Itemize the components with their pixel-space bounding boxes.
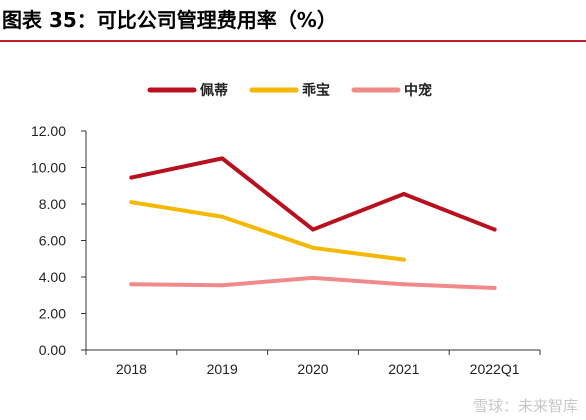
series-1-point-3 [401,257,406,262]
series-line-1 [129,200,406,262]
series-2-point-3 [401,282,406,287]
series-1-point-1 [220,214,225,219]
y-axis: 0.00 2.00 4.00 6.00 8.00 10.00 12.00 [31,123,87,358]
legend-item-1: 乖宝 [249,82,330,99]
series-0-point-2 [311,227,315,232]
x-tick-label-4: 2022Q1 [470,361,520,377]
x-axis: 2018 2019 2020 2021 2022Q1 [86,349,540,377]
series-line-0 [129,156,497,232]
legend-item-2: 中宠 [351,82,432,99]
series-0-point-0 [129,175,134,180]
x-tick-label-3: 2021 [388,361,419,377]
legend-item-0: 佩蒂 [147,82,228,99]
plot-area [129,156,497,290]
watermark: 雪球：未来智库 [472,397,578,415]
series-2-point-1 [220,283,225,288]
x-tick-label-0: 2018 [116,361,147,377]
legend-label-2: 中宠 [404,82,432,99]
figure-title: 图表 35：可比公司管理费用率（%） [2,8,337,32]
legend: 佩蒂 乖宝 中宠 [147,82,432,99]
y-tick-label-5: 10.00 [31,160,66,176]
y-tick-label-1: 2.00 [39,306,66,322]
y-tick-label-2: 4.00 [39,269,66,285]
series-0-point-3 [401,191,406,196]
series-2-point-0 [129,282,134,287]
series-0-point-1 [220,156,225,161]
y-tick-label-6: 12.00 [31,123,66,139]
series-2-point-4 [492,285,497,290]
legend-label-0: 佩蒂 [200,82,228,99]
title-rule [0,40,586,42]
y-tick-label-4: 8.00 [39,196,66,212]
series-1-point-2 [311,245,315,250]
y-tick-label-0: 0.00 [39,342,66,358]
y-tick-label-3: 6.00 [39,233,66,249]
series-1-point-0 [129,200,134,205]
x-tick-label-1: 2019 [207,361,238,377]
legend-label-1: 乖宝 [302,82,330,99]
series-2-point-2 [311,275,315,280]
x-tick-label-2: 2020 [297,361,328,377]
series-0-point-4 [492,227,497,232]
